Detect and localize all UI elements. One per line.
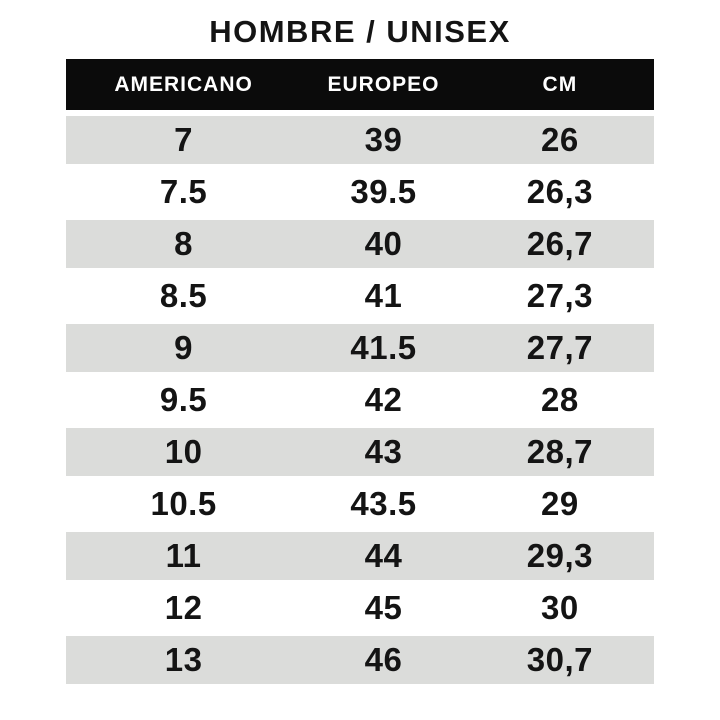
table-row: 7 39 26	[66, 114, 654, 166]
table-cell: 43	[364, 433, 403, 470]
table-cell: 7.5	[159, 173, 208, 210]
table-cell: 39	[364, 121, 403, 158]
table-row: 10 43 28,7	[66, 426, 654, 478]
table-cell: 27,7	[526, 329, 593, 366]
table-row: 9.5 42 28	[66, 374, 654, 426]
table-cell: 9.5	[159, 381, 208, 418]
table-cell: 39.5	[350, 173, 417, 210]
table-cell: 11	[165, 537, 202, 574]
table-row: 8 40 26,7	[66, 218, 654, 270]
table-row: 9 41.5 27,7	[66, 322, 654, 374]
table-cell: 42	[364, 381, 403, 418]
table-row: 8.5 41 27,3	[66, 270, 654, 322]
table-row: 12 45 30	[66, 582, 654, 634]
table-cell: 45	[364, 589, 403, 626]
table-cell: 41	[364, 277, 403, 314]
table-row: 13 46 30,7	[66, 634, 654, 686]
table-row: 7.5 39.5 26,3	[66, 166, 654, 218]
table-cell: 10	[164, 433, 203, 470]
table-cell: 29	[541, 485, 579, 522]
table-cell: 28	[541, 381, 579, 418]
table-cell: 10.5	[150, 485, 217, 522]
table-row: 10.5 43.5 29	[66, 478, 654, 530]
table-cell: 44	[364, 537, 403, 574]
table-cell: 26,3	[526, 173, 593, 210]
table-row: 11 44 29,3	[66, 530, 654, 582]
table-cell: 27,3	[526, 277, 593, 314]
table-cell: 40	[364, 225, 403, 262]
table-header-row: AMERICANO EUROPEO CM	[66, 59, 654, 110]
table-cell: 8	[174, 225, 194, 262]
table-cell: 41.5	[350, 329, 417, 366]
table-cell: 9	[174, 329, 194, 366]
table-cell: 30	[541, 589, 579, 626]
table-cell: 30,7	[526, 641, 593, 678]
table-cell: 43.5	[350, 485, 417, 522]
table-cell: 26	[541, 121, 579, 158]
table-cell: 26,7	[526, 225, 593, 262]
table-cell: 13	[164, 641, 203, 678]
table-cell: 46	[364, 641, 403, 678]
table-cell: 29,3	[526, 537, 593, 574]
column-header-europeo: EUROPEO	[327, 72, 440, 96]
table-cell: 12	[164, 589, 203, 626]
size-conversion-table: AMERICANO EUROPEO CM 7 39 26 7.5 39.5 26,3 8 40 26…	[66, 59, 654, 686]
table-body: 7 39 26 7.5 39.5 26,3 8 40 26,7 8.5 41 27,3 9 41.5 27,…	[66, 114, 654, 686]
table-cell: 28,7	[526, 433, 593, 470]
column-header-cm: CM	[542, 72, 578, 96]
column-header-americano: AMERICANO	[114, 72, 253, 96]
table-cell: 8.5	[159, 277, 208, 314]
page-title: HOMBRE / UNISEX	[209, 14, 511, 49]
table-cell: 7	[174, 121, 194, 158]
